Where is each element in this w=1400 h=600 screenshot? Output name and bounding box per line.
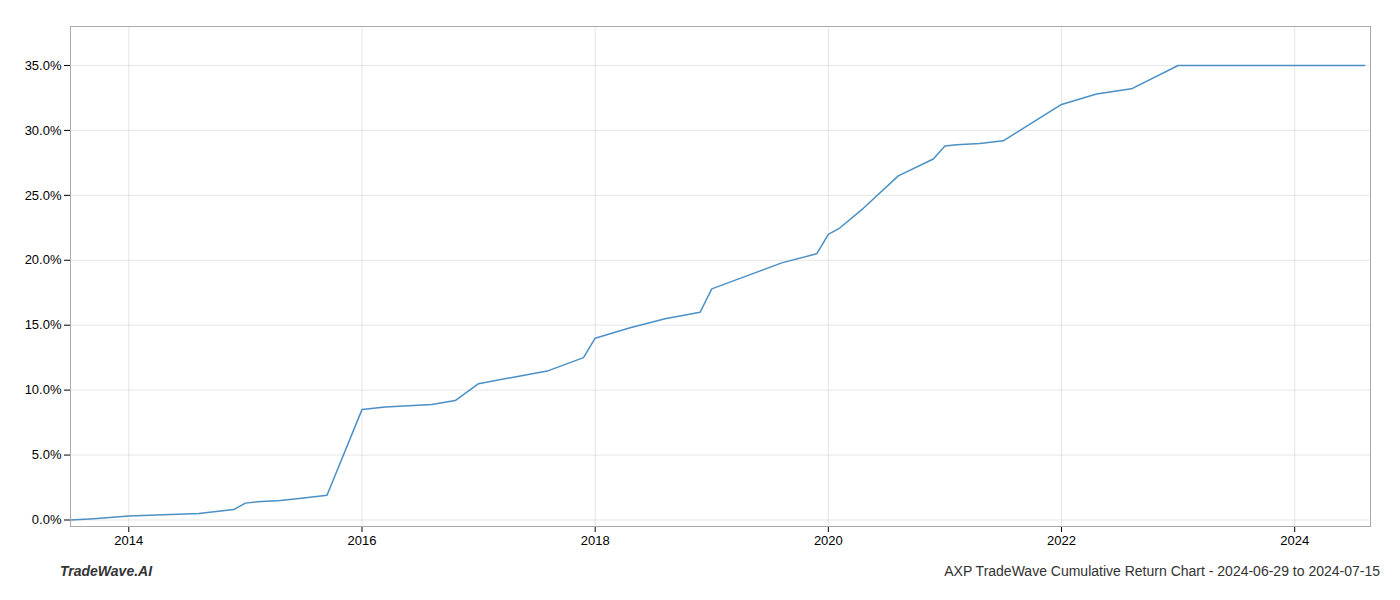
svg-text:2024: 2024 — [1280, 533, 1309, 548]
svg-text:5.0%: 5.0% — [32, 447, 62, 462]
svg-text:2016: 2016 — [348, 533, 377, 548]
svg-text:10.0%: 10.0% — [25, 382, 62, 397]
svg-text:2020: 2020 — [814, 533, 843, 548]
html-text:AXP TradeWave Cumulative Retur: AXP TradeWave Cumulative Return Chart - … — [944, 563, 1380, 579]
svg-text:20.0%: 20.0% — [25, 252, 62, 267]
svg-text:25.0%: 25.0% — [25, 187, 62, 202]
svg-text:2022: 2022 — [1047, 533, 1076, 548]
svg-text:2018: 2018 — [581, 533, 610, 548]
svg-text:15.0%: 15.0% — [25, 317, 62, 332]
svg-text:0.0%: 0.0% — [32, 512, 62, 527]
svg-text:2014: 2014 — [114, 533, 143, 548]
svg-text:30.0%: 30.0% — [25, 123, 62, 138]
svg-text:35.0%: 35.0% — [25, 58, 62, 73]
html-text:TradeWave.AI: TradeWave.AI — [60, 563, 153, 579]
